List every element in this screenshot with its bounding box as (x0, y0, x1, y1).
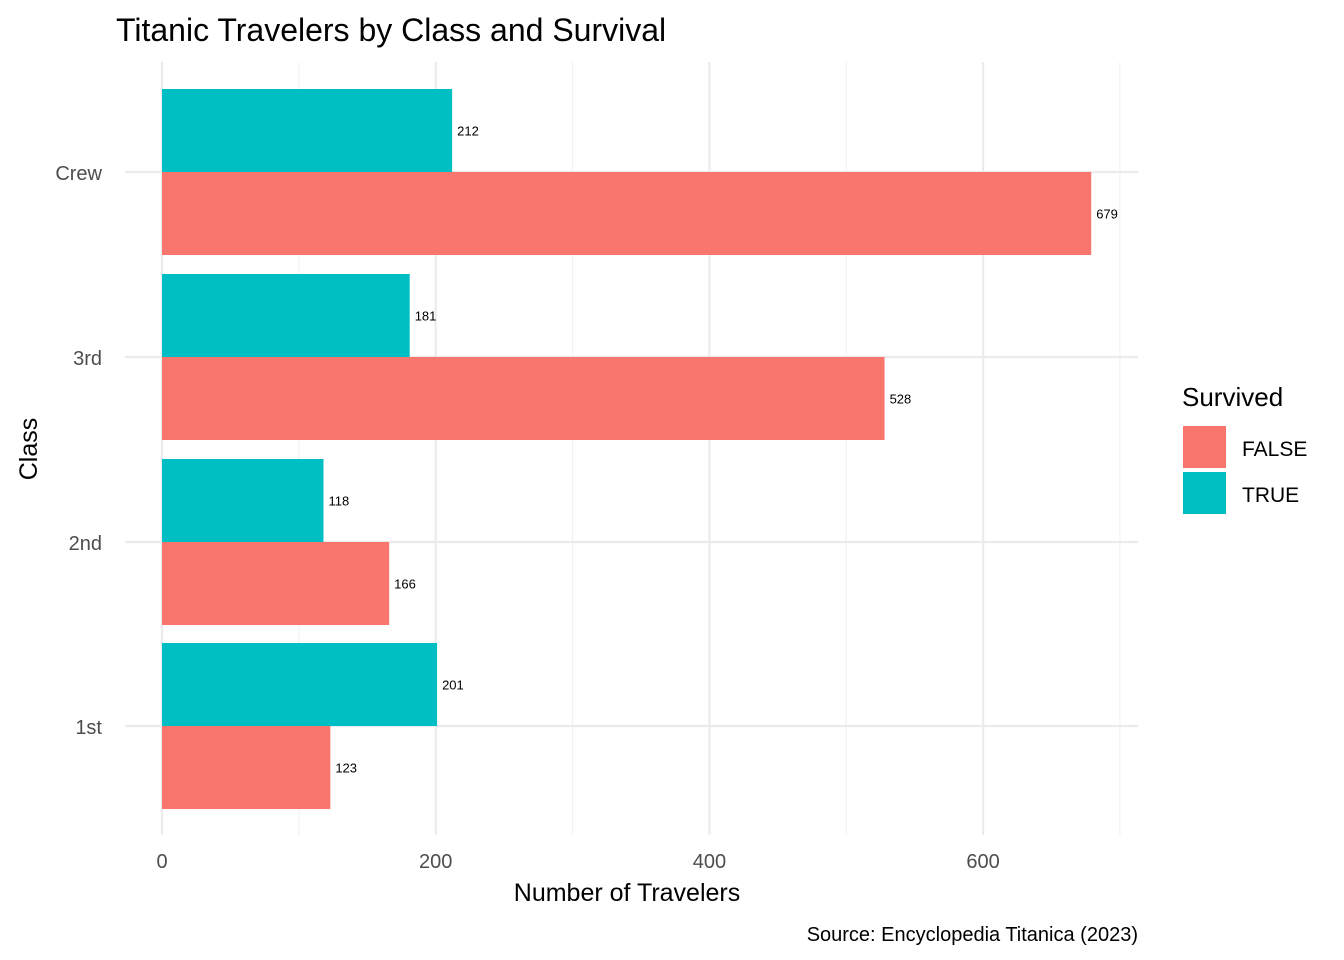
bar-1st-false (162, 726, 331, 809)
legend-title: Survived (1182, 382, 1283, 412)
x-tick-label: 400 (693, 851, 726, 873)
chart-caption: Source: Encyclopedia Titanica (2023) (807, 924, 1138, 946)
bar-crew-true (162, 89, 453, 172)
legend-label-true: TRUE (1242, 484, 1299, 507)
y-tick-label: 2nd (69, 533, 102, 555)
legend: Survived FALSE TRUE (1182, 382, 1307, 514)
data-label: 123 (335, 761, 357, 776)
bar-2nd-false (162, 542, 390, 625)
y-axis-title: Class (15, 418, 43, 481)
y-tick-label: 1st (75, 717, 102, 739)
bar-3rd-false (162, 357, 885, 440)
data-label: 201 (442, 678, 464, 693)
data-label: 181 (415, 309, 437, 324)
y-tick-label: Crew (55, 163, 102, 185)
bar-3rd-true (162, 274, 410, 357)
data-label: 679 (1096, 207, 1118, 222)
data-label: 212 (457, 124, 479, 139)
data-label: 118 (328, 494, 349, 509)
data-label: 528 (890, 392, 912, 407)
x-tick-label: 200 (419, 851, 452, 873)
x-tick-label: 0 (156, 851, 167, 873)
bar-2nd-true (162, 459, 324, 542)
legend-swatch-true (1183, 472, 1226, 514)
y-tick-label: 3rd (73, 348, 102, 370)
data-label: 166 (394, 577, 416, 592)
bar-1st-true (162, 643, 438, 726)
legend-swatch-false (1183, 426, 1226, 468)
x-tick-label: 600 (966, 851, 999, 873)
x-axis-title: Number of Travelers (514, 879, 740, 907)
bars-group: 123 201 166 118 528 181 679 212 (162, 89, 1118, 809)
x-tick-labels: 0 200 400 600 (156, 851, 999, 873)
y-tick-labels: 1st 2nd 3rd Crew (55, 163, 102, 739)
bar-crew-false (162, 172, 1092, 255)
legend-label-false: FALSE (1242, 438, 1307, 461)
chart-title: Titanic Travelers by Class and Survival (116, 12, 666, 48)
